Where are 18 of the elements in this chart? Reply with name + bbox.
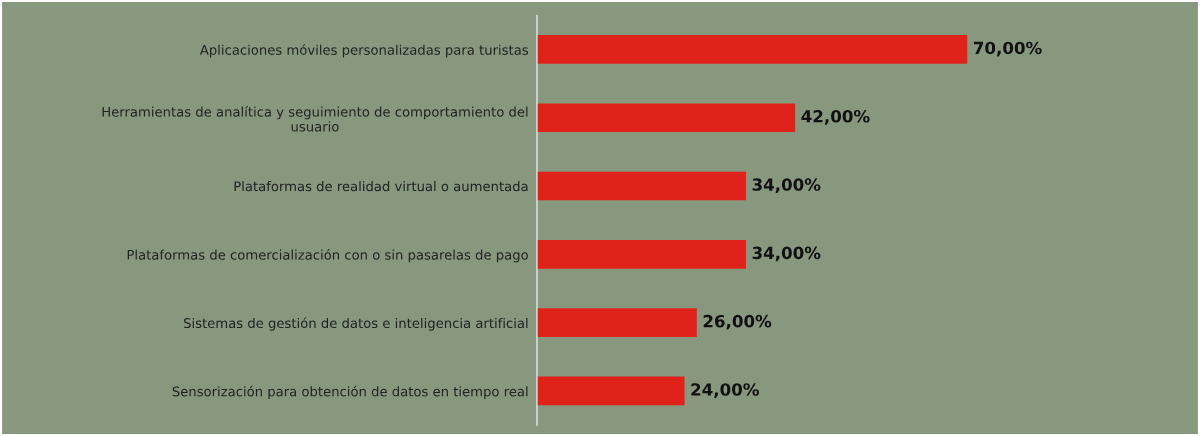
- data-label: 34,00%: [752, 246, 821, 262]
- data-label: 24,00%: [691, 383, 759, 398]
- y-tick-label: Herramientas de analítica y seguimiento de comportamiento del usuario: [102, 106, 528, 132]
- y-tick-label: Sistemas de gestión de datos e inteligencia artificial: [183, 317, 528, 331]
- y-tick-label: Sensorización para obtención de datos en tiempo real: [172, 385, 528, 399]
- data-label: 26,00%: [703, 314, 772, 330]
- bar: [537, 171, 746, 201]
- bar: [537, 376, 685, 406]
- data-label: 70,00%: [973, 41, 1042, 57]
- bar: [537, 35, 968, 64]
- data-label: 34,00%: [752, 178, 821, 193]
- bar: [537, 308, 697, 337]
- data-label: 42,00%: [801, 109, 870, 125]
- bar: [537, 103, 796, 133]
- y-tick-label: Plataformas de comercialización con o sin pasarelas de pago: [127, 249, 528, 263]
- bar: [537, 239, 746, 269]
- y-tick-label: Aplicaciones móviles personalizadas para turistas: [199, 44, 529, 58]
- y-tick-label: Plataformas de realidad virtual o aumentada: [234, 181, 528, 192]
